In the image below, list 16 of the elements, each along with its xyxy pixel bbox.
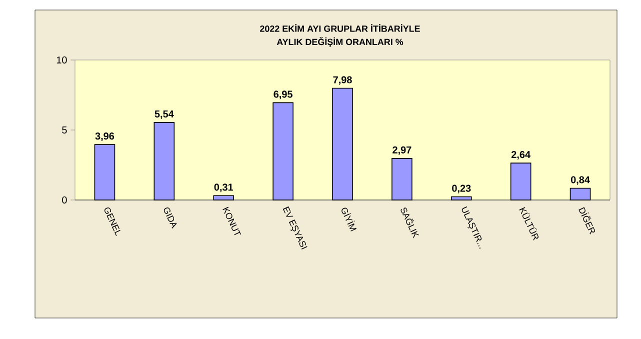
data-label: 2,97 <box>392 146 412 155</box>
data-label: 0,84 <box>570 176 590 185</box>
y-tick-label: 5 <box>62 126 67 134</box>
data-label: 3,96 <box>95 132 114 142</box>
data-label: 6,95 <box>274 90 292 100</box>
data-label: 7,98 <box>333 76 352 85</box>
x-tick-label: GİYİM <box>342 208 357 232</box>
data-label: 2,64 <box>511 151 530 160</box>
chart-subtitle: AYLIK DEĞİŞİM ORANLARI % <box>276 37 404 47</box>
y-tick-label: 10 <box>56 56 67 64</box>
data-label: 0,23 <box>452 184 471 194</box>
x-tick-label: GIDA <box>164 207 177 229</box>
data-label: 0,31 <box>214 184 234 192</box>
data-label: 5,54 <box>154 110 174 119</box>
chart-title: 2022 EKİM AYI GRUPLAR İTİBARİYLE <box>260 24 420 32</box>
y-tick-label: 0 <box>62 196 67 204</box>
